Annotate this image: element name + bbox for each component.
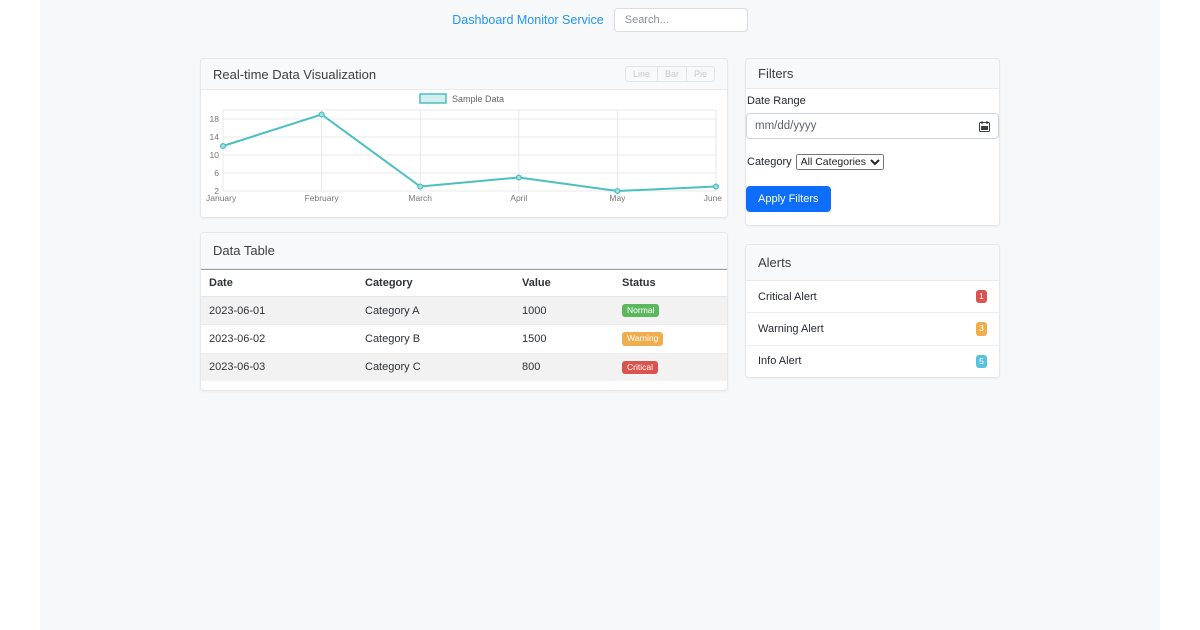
table-bottom-spacer bbox=[201, 381, 727, 390]
svg-text:10: 10 bbox=[210, 150, 220, 160]
status-badge: Warning bbox=[622, 332, 663, 345]
date-range-input[interactable]: mm/dd/yyyy bbox=[746, 113, 999, 139]
svg-text:June: June bbox=[704, 193, 722, 203]
pie-chart-button[interactable]: Pie bbox=[687, 66, 715, 82]
status-badge: Critical bbox=[622, 361, 658, 374]
cell-date: 2023-06-02 bbox=[201, 325, 357, 353]
data-table-card: Data Table Date Category Value Status 20 bbox=[200, 232, 728, 391]
cell-category: Category A bbox=[357, 297, 514, 325]
svg-text:April: April bbox=[510, 193, 527, 203]
sample-data-line-chart[interactable]: 26101418JanuaryFebruaryMarchAprilMayJune… bbox=[206, 92, 722, 208]
alert-item-info[interactable]: Info Alert 5 bbox=[746, 345, 999, 377]
column-header-status: Status bbox=[614, 270, 727, 297]
alert-count-badge: 1 bbox=[976, 290, 987, 303]
svg-text:February: February bbox=[305, 193, 340, 203]
column-header-date: Date bbox=[201, 270, 357, 297]
svg-text:18: 18 bbox=[210, 114, 220, 124]
svg-text:14: 14 bbox=[210, 132, 220, 142]
cell-category: Category C bbox=[357, 353, 514, 381]
filters-card-header: Filters bbox=[746, 59, 999, 89]
svg-text:January: January bbox=[206, 193, 237, 203]
svg-text:6: 6 bbox=[214, 168, 219, 178]
data-table-card-header: Data Table bbox=[201, 233, 727, 269]
alert-label: Info Alert bbox=[758, 355, 801, 367]
column-header-category: Category bbox=[357, 270, 514, 297]
data-table-title: Data Table bbox=[213, 243, 275, 258]
line-chart-button[interactable]: Line bbox=[625, 66, 658, 82]
apply-filters-button[interactable]: Apply Filters bbox=[746, 186, 831, 212]
alerts-title: Alerts bbox=[758, 255, 791, 270]
filters-title: Filters bbox=[758, 66, 793, 81]
chart-card: Real-time Data Visualization Line Bar Pi… bbox=[200, 58, 728, 218]
filters-card: Filters Date Range mm/dd/yyyy bbox=[745, 58, 1000, 226]
data-table: Date Category Value Status 2023-06-01 Ca… bbox=[201, 269, 727, 381]
right-column: Filters Date Range mm/dd/yyyy bbox=[745, 58, 1000, 378]
calendar-icon bbox=[979, 121, 990, 132]
table-row: 2023-06-02 Category B 1500 Warning bbox=[201, 325, 727, 353]
alerts-card-header: Alerts bbox=[746, 245, 999, 281]
cell-date: 2023-06-03 bbox=[201, 353, 357, 381]
alert-count-badge: 3 bbox=[976, 322, 987, 335]
table-row: 2023-06-01 Category A 1000 Normal bbox=[201, 297, 727, 325]
table-row: 2023-06-03 Category C 800 Critical bbox=[201, 353, 727, 381]
category-select[interactable]: All Categories bbox=[796, 154, 884, 170]
status-badge: Normal bbox=[622, 304, 659, 317]
top-navbar: Dashboard Monitor Service bbox=[40, 0, 1160, 32]
alerts-list: Critical Alert 1 Warning Alert 3 Info Al… bbox=[746, 281, 999, 377]
alert-item-warning[interactable]: Warning Alert 3 bbox=[746, 312, 999, 344]
alert-label: Critical Alert bbox=[758, 291, 817, 303]
chart-card-title: Real-time Data Visualization bbox=[213, 67, 376, 82]
chart-card-header: Real-time Data Visualization Line Bar Pi… bbox=[201, 59, 727, 90]
chart-body: 26101418JanuaryFebruaryMarchAprilMayJune… bbox=[201, 90, 727, 217]
cell-value: 1500 bbox=[514, 325, 614, 353]
chart-type-button-group: Line Bar Pie bbox=[625, 66, 715, 82]
alert-item-critical[interactable]: Critical Alert 1 bbox=[746, 281, 999, 312]
bar-chart-button[interactable]: Bar bbox=[658, 66, 687, 82]
svg-text:March: March bbox=[408, 193, 432, 203]
filters-body: Date Range mm/dd/yyyy Category bbox=[746, 89, 999, 225]
alert-label: Warning Alert bbox=[758, 323, 824, 335]
search-input[interactable] bbox=[614, 8, 748, 32]
cell-category: Category B bbox=[357, 325, 514, 353]
left-column: Real-time Data Visualization Line Bar Pi… bbox=[200, 58, 728, 391]
alert-count-badge: 5 bbox=[976, 355, 987, 368]
cell-value: 1000 bbox=[514, 297, 614, 325]
svg-text:Sample Data: Sample Data bbox=[452, 94, 504, 104]
cell-date: 2023-06-01 bbox=[201, 297, 357, 325]
category-label: Category bbox=[747, 156, 792, 168]
date-input-placeholder: mm/dd/yyyy bbox=[755, 120, 816, 132]
main-content: Real-time Data Visualization Line Bar Pi… bbox=[200, 58, 1000, 391]
table-header-row: Date Category Value Status bbox=[201, 270, 727, 297]
category-filter-row: Category All Categories bbox=[746, 154, 999, 170]
alerts-card: Alerts Critical Alert 1 Warning Alert 3 … bbox=[745, 244, 1000, 378]
brand-link[interactable]: Dashboard Monitor Service bbox=[452, 13, 603, 27]
date-range-label: Date Range bbox=[746, 95, 999, 107]
app-container: Dashboard Monitor Service Real-time Data… bbox=[40, 0, 1160, 630]
cell-value: 800 bbox=[514, 353, 614, 381]
column-header-value: Value bbox=[514, 270, 614, 297]
svg-text:May: May bbox=[609, 193, 626, 203]
